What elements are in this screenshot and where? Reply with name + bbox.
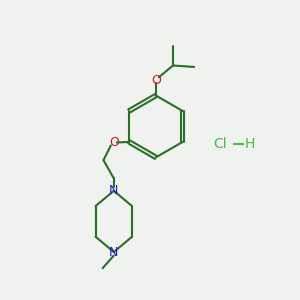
Text: H: H <box>245 137 255 151</box>
Text: N: N <box>109 245 119 259</box>
Text: N: N <box>109 184 119 197</box>
Text: O: O <box>151 74 161 87</box>
Text: O: O <box>109 136 119 149</box>
Text: Cl: Cl <box>213 137 227 151</box>
